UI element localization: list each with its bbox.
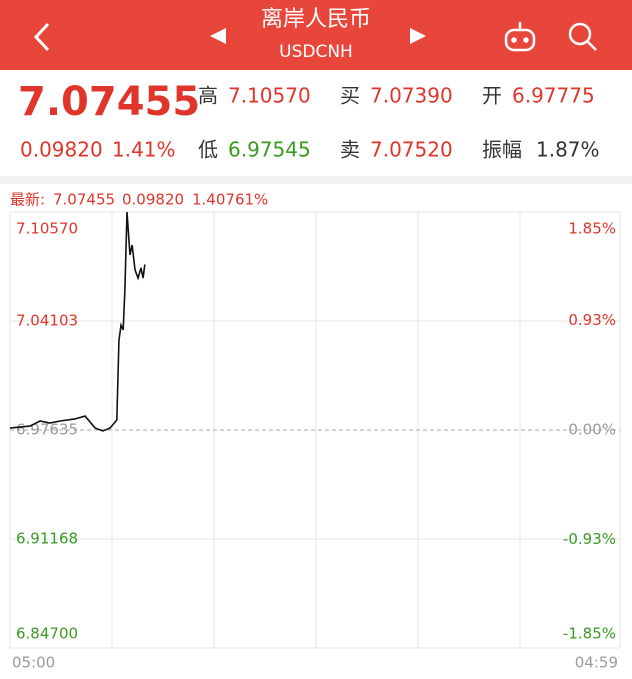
back-button[interactable] (33, 22, 50, 52)
title: 离岸人民币 (261, 7, 371, 32)
value: 6.97775 (512, 84, 595, 108)
subtitle: USDCNH (279, 42, 353, 62)
latest-change: 0.09820 (122, 191, 184, 209)
label: 开 (482, 84, 502, 108)
value: 1.87% (536, 138, 600, 162)
value: 7.10570 (228, 84, 311, 108)
value: 7.07520 (370, 138, 453, 162)
y2-tick-label: 1.85% (568, 220, 616, 238)
value: 7.07390 (370, 84, 453, 108)
latest-price: 7.07455 (53, 191, 115, 209)
prev-button[interactable] (210, 28, 226, 44)
header-bar (0, 0, 632, 70)
search-icon[interactable] (568, 22, 597, 51)
y-tick-label: 7.10570 (16, 220, 78, 238)
label: 高 (198, 84, 218, 108)
price: 7.07455 (18, 79, 200, 125)
y2-tick-label: 0.93% (568, 311, 616, 329)
robot-icon[interactable] (504, 22, 536, 52)
label: 卖 (340, 138, 360, 162)
y-tick-label: 6.91168 (16, 529, 78, 547)
y2-tick-label: -1.85% (563, 625, 616, 643)
label: 振幅 (482, 138, 522, 162)
next-button[interactable] (410, 28, 426, 44)
divider (0, 176, 632, 184)
price-line (9, 211, 146, 432)
y2-tick-label: -0.93% (563, 530, 616, 548)
y2-tick-label: 0.00% (568, 421, 616, 439)
latest-change-pct: 1.40761% (192, 191, 268, 209)
change-pct: 1.41% (112, 138, 176, 162)
label: 买 (340, 84, 360, 108)
x-tick-label: 04:59 (575, 654, 618, 672)
x-tick-label: 05:00 (12, 654, 55, 672)
y-tick-label: 7.04103 (16, 311, 78, 329)
y-tick-label: 6.84700 (16, 625, 78, 643)
latest-label: 最新: (10, 191, 45, 209)
value: 6.97545 (228, 138, 311, 162)
label: 低 (198, 138, 218, 162)
change: 0.09820 (20, 138, 103, 162)
